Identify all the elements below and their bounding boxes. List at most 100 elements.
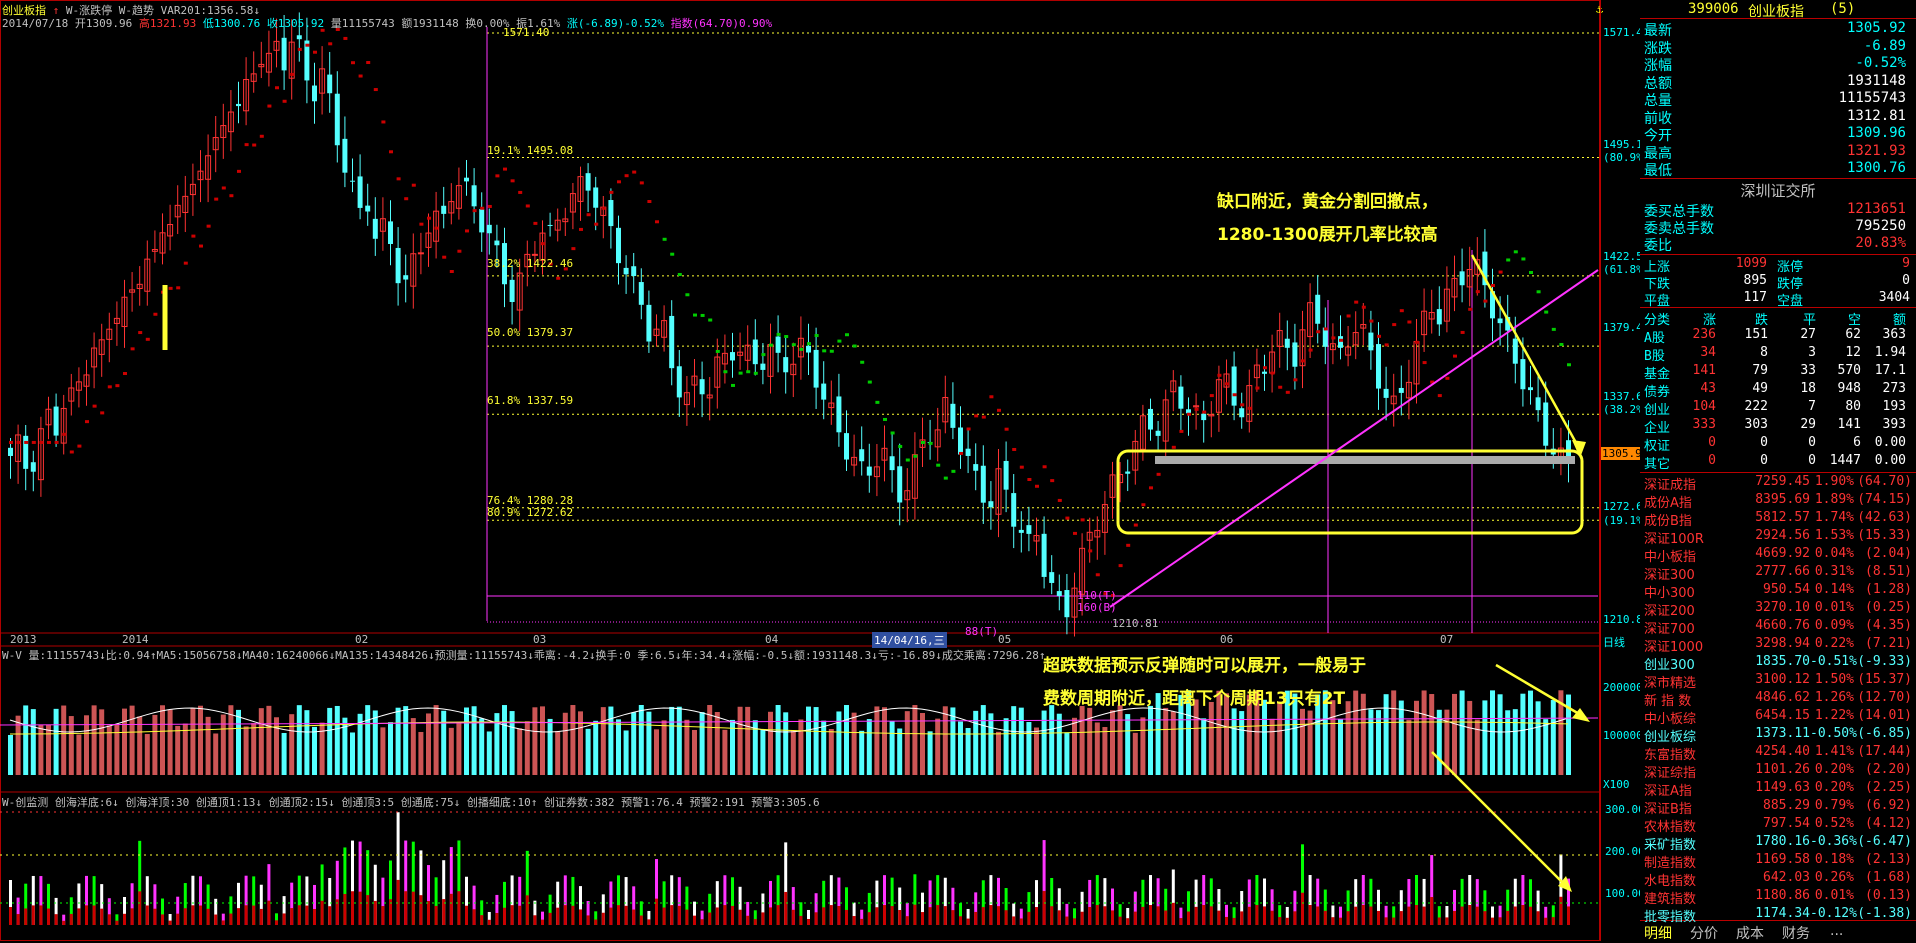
- index-row[interactable]: 新 指 数 4846.62 1.26% (12.70): [1642, 690, 1914, 709]
- indicator-bar-base: [632, 909, 636, 925]
- trend-marker: [1460, 330, 1465, 334]
- index-row[interactable]: 东富指数 4254.40 1.41% (17.44): [1642, 744, 1914, 763]
- volume-bar: [1132, 732, 1138, 775]
- candle-body: [1390, 395, 1397, 405]
- volume-bar: [281, 732, 287, 775]
- indicator-bar-base: [442, 899, 446, 925]
- index-row[interactable]: 采矿指数 1780.16 -0.36% (-6.47): [1642, 834, 1914, 853]
- trend-marker: [548, 262, 553, 266]
- candle-body: [1148, 408, 1153, 430]
- index-row[interactable]: 深证300 2777.66 0.31% (8.51): [1642, 564, 1914, 583]
- indicator-bar-base: [921, 912, 924, 925]
- index-row[interactable]: 深证B指 885.29 0.79% (6.92): [1642, 798, 1914, 817]
- category-row[interactable]: 创业 104 222 7 80 193: [1642, 399, 1914, 418]
- volume-bar: [1041, 710, 1047, 775]
- trend-marker: [411, 183, 416, 187]
- indicator-bar: [1544, 906, 1548, 925]
- date-cursor-label[interactable]: 14/04/16,三: [872, 632, 947, 648]
- kline-chart-area[interactable]: 创业板指 ↑ W-涨跌停 W-趋势 VAR201:1356.58↓ 2014/0…: [0, 0, 1604, 941]
- indicator-bar: [700, 910, 704, 925]
- index-name: 中小300: [1644, 586, 1695, 601]
- trend-marker: [609, 190, 614, 194]
- arrow-head: [1558, 876, 1572, 892]
- index-row[interactable]: 深市精选 3100.12 1.50% (15.37): [1642, 672, 1914, 691]
- index-row[interactable]: 中小板指 4669.92 0.04% (2.04): [1642, 546, 1914, 565]
- category-row[interactable]: 债券 43 49 18 948 273: [1642, 381, 1914, 400]
- trend-marker: [343, 36, 348, 40]
- index-row[interactable]: 深证A指 1149.63 0.20% (2.25): [1642, 780, 1914, 799]
- volume-bar: [897, 728, 903, 775]
- trend-marker: [655, 220, 659, 224]
- trend-marker: [799, 347, 804, 351]
- trend-marker: [1430, 380, 1435, 384]
- index-row[interactable]: 深证综指 1101.26 0.20% (2.20): [1642, 762, 1914, 781]
- index-row[interactable]: 制造指数 1169.58 0.18% (2.13): [1642, 852, 1914, 871]
- category-row[interactable]: 基金 141 79 33 570 17.1: [1642, 363, 1914, 382]
- indicator-bar: [282, 896, 286, 925]
- index-row[interactable]: 批零指数 1174.34 -0.12% (-1.38): [1642, 906, 1914, 925]
- tab-cost[interactable]: 成本: [1736, 926, 1764, 942]
- trend-marker: [457, 249, 462, 253]
- index-row[interactable]: 深证成指 7259.45 1.90% (64.70): [1642, 474, 1914, 493]
- tab-price-distribution[interactable]: 分价: [1690, 926, 1718, 942]
- index-row[interactable]: 深证100R 2924.56 1.53% (15.33): [1642, 528, 1914, 547]
- index-row[interactable]: 建筑指数 1180.86 0.01% (0.13): [1642, 888, 1914, 907]
- candle-body: [1094, 529, 1101, 538]
- indicator-bar: [1027, 892, 1031, 925]
- indicator-bar-base: [176, 913, 180, 925]
- volume-bar: [509, 711, 515, 775]
- tab-more[interactable]: ...: [1830, 923, 1844, 939]
- indicator-bar-base: [252, 905, 256, 925]
- indicator-bar: [1301, 844, 1304, 925]
- indicator-bar: [1080, 891, 1084, 925]
- candle-body: [494, 240, 500, 246]
- candle-body: [623, 267, 629, 275]
- indicator-bar: [381, 877, 385, 925]
- category-cell: 34: [1700, 345, 1716, 360]
- volume-bar: [471, 706, 477, 775]
- candle-body: [646, 304, 652, 342]
- tab-detail[interactable]: 明细: [1644, 926, 1672, 942]
- index-row[interactable]: 深证700 4660.76 0.09% (4.35): [1642, 618, 1914, 637]
- candle-body: [227, 111, 234, 133]
- candle-body: [844, 433, 849, 460]
- index-row[interactable]: 创业板综 1373.11 -0.50% (-6.85): [1642, 726, 1914, 745]
- category-row[interactable]: B股 34 8 3 12 1.94: [1642, 345, 1914, 364]
- trend-marker: [1217, 373, 1222, 377]
- chart-canvas[interactable]: [0, 0, 1600, 941]
- trend-marker: [670, 252, 675, 256]
- indicator-bar: [313, 884, 316, 925]
- index-row[interactable]: 成份B指 5812.57 1.74% (42.63): [1642, 510, 1914, 529]
- category-row[interactable]: 其它 0 0 0 1447 0.00: [1642, 453, 1914, 472]
- index-row[interactable]: 成份A指 8395.69 1.89% (74.15): [1642, 492, 1914, 511]
- index-row[interactable]: 农林指数 797.54 0.52% (4.12): [1642, 816, 1914, 835]
- index-row[interactable]: 深证200 3270.10 0.01% (0.25): [1642, 600, 1914, 619]
- volume-bar: [53, 708, 59, 775]
- index-row[interactable]: 水电指数 642.03 0.26% (1.68): [1642, 870, 1914, 889]
- indicator-bar-base: [936, 905, 940, 925]
- index-row[interactable]: 深证1000 3298.94 0.22% (7.21): [1642, 636, 1914, 655]
- candle-body: [258, 63, 265, 68]
- tab-finance[interactable]: 财务: [1782, 926, 1810, 942]
- index-row[interactable]: 中小300 950.54 0.14% (1.28): [1642, 582, 1914, 601]
- period-label[interactable]: 日线: [1603, 636, 1625, 649]
- volume-ma-line: [9, 721, 1569, 735]
- category-row[interactable]: 企业 333 303 29 141 393: [1642, 417, 1914, 436]
- anchor-icon[interactable]: ⚓: [1596, 2, 1604, 16]
- indicator-bar: [981, 880, 985, 925]
- volume-bar: [889, 721, 895, 775]
- volume-bar: [1003, 718, 1009, 775]
- index-row[interactable]: 中小板综 6454.15 1.22% (14.01): [1642, 708, 1914, 727]
- ohlc-high: 高1321.93: [138, 17, 197, 30]
- category-row[interactable]: 权证 0 0 0 6 0.00: [1642, 435, 1914, 454]
- cycle-mark-160: 160(B): [1077, 601, 1117, 614]
- trend-marker: [875, 400, 880, 404]
- category-row[interactable]: A股 236 151 27 62 363: [1642, 327, 1914, 346]
- index-change: (64.70): [1857, 474, 1912, 489]
- divider: [1640, 307, 1916, 308]
- indicator-bar-base: [373, 900, 377, 925]
- trend-marker: [685, 293, 690, 297]
- candle-body: [980, 465, 986, 503]
- volume-bar: [61, 705, 67, 775]
- index-row[interactable]: 创业300 1835.70 -0.51% (-9.33): [1642, 654, 1914, 673]
